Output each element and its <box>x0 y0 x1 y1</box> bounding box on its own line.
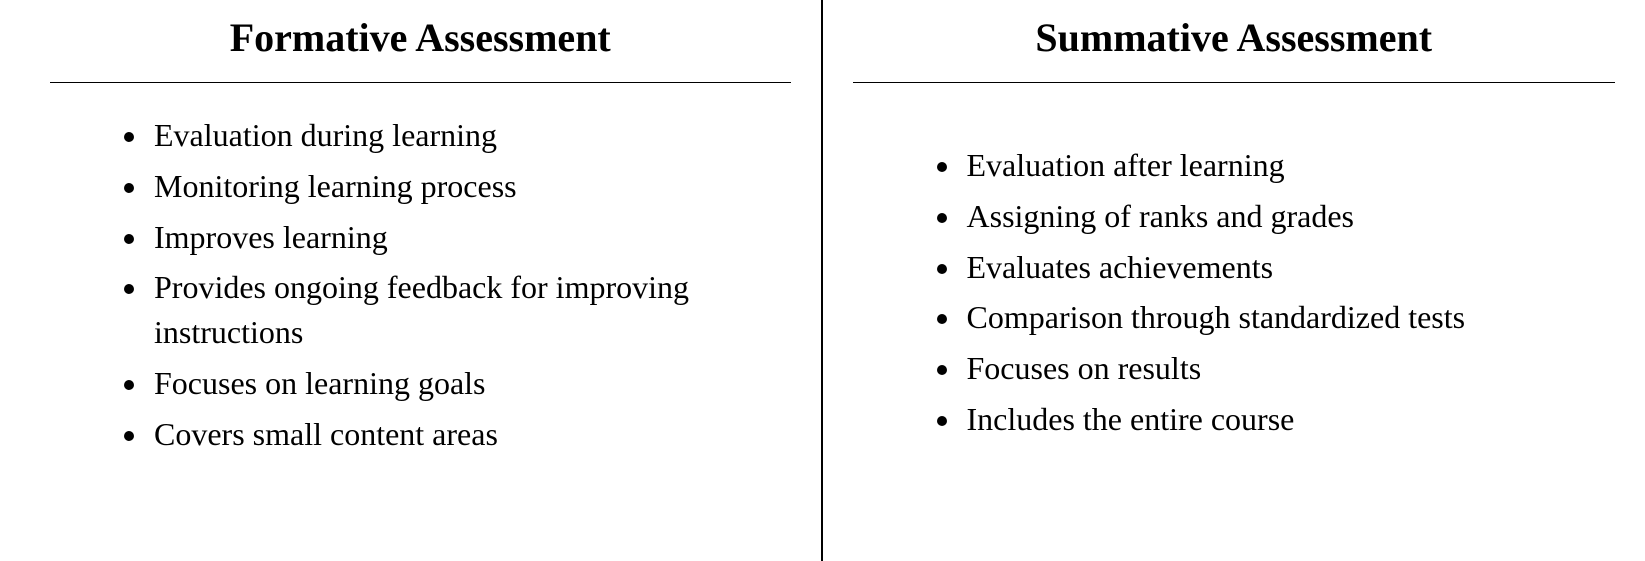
list-item: Focuses on results <box>963 346 1616 391</box>
column-title-formative: Formative Assessment <box>50 14 791 62</box>
formative-points-list: Evaluation during learning Monitoring le… <box>50 113 791 463</box>
list-item: Evaluation after learning <box>963 143 1616 188</box>
list-item: Evaluation during learning <box>150 113 791 158</box>
summative-points-list: Evaluation after learning Assigning of r… <box>863 113 1616 448</box>
column-header-wrap: Formative Assessment <box>50 0 791 83</box>
column-formative: Formative Assessment Evaluation during l… <box>20 0 823 561</box>
list-item: Assigning of ranks and grades <box>963 194 1616 239</box>
column-header-wrap: Summative Assessment <box>853 0 1616 83</box>
list-item: Covers small content areas <box>150 412 791 457</box>
list-item: Evaluates achievements <box>963 245 1616 290</box>
list-item: Monitoring learning process <box>150 164 791 209</box>
comparison-table: Formative Assessment Evaluation during l… <box>0 0 1645 561</box>
list-item: Focuses on learning goals <box>150 361 791 406</box>
column-summative: Summative Assessment Evaluation after le… <box>823 0 1626 561</box>
list-item: Comparison through standardized tests <box>963 295 1616 340</box>
column-title-summative: Summative Assessment <box>853 14 1616 62</box>
list-item: Improves learning <box>150 215 791 260</box>
list-item: Includes the entire course <box>963 397 1616 442</box>
list-item: Provides ongoing feedback for improving … <box>150 265 791 355</box>
